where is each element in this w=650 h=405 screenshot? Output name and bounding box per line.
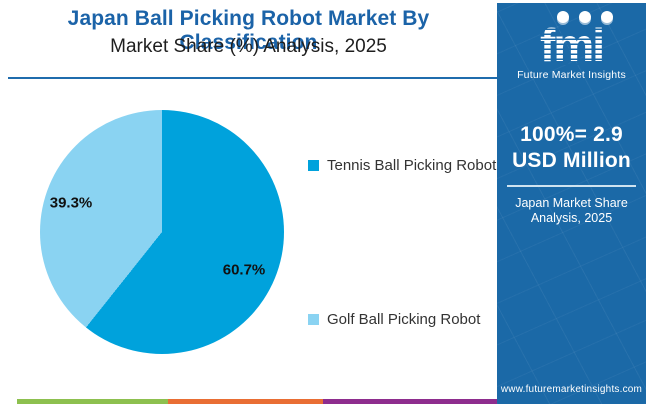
globe-dot-icon [556,11,569,23]
market-note-line1: Japan Market Share [515,196,628,210]
brand-sidebar: fmi Future Market Insights 100%= 2.9 USD… [497,3,646,404]
header-divider [8,77,497,79]
globe-dot-icon [600,11,613,23]
page-subtitle: Market Share (%) Analysis, 2025 [110,36,387,57]
legend-swatch-golf-icon [308,314,319,325]
logo-tagline: Future Market Insights [517,69,626,81]
fmi-wordmark: fmi [540,22,605,68]
pie-slice-label-tennis: 60.7% [222,261,266,279]
pie-slice-label-golf: 39.3% [49,194,93,212]
website-link[interactable]: www.futuremarketinsights.com [500,384,643,395]
fmi-logo: fmi Future Market Insights [497,11,646,81]
globe-dot-icon [578,11,591,23]
stripe-green-segment [17,399,168,404]
stripe-orange-segment [168,399,323,404]
legend-item-golf: Golf Ball Picking Robot [308,311,480,328]
page-title: Japan Ball Picking Robot Market By Class… [67,7,430,54]
legend-label-golf: Golf Ball Picking Robot [327,311,481,328]
market-note-line2: Analysis, 2025 [530,211,613,225]
legend-label-tennis: Tennis Ball Picking Robot [327,157,497,174]
logo-globe-dots [497,11,646,24]
footer-stripe [17,399,497,404]
market-note: Japan Market Share Analysis, 2025 [497,196,646,226]
fmi-wordmark-text: fmi [540,19,605,71]
market-size-stat-line2: USD Million [512,149,631,172]
market-size-stat: 100%= 2.9 USD Million [497,122,646,174]
pie-chart: 39.3% 60.7% [40,110,284,354]
sidebar-divider [507,185,636,187]
stripe-purple-segment [323,399,497,404]
legend-item-tennis: Tennis Ball Picking Robot [308,157,496,174]
legend-swatch-tennis-icon [308,160,319,171]
market-size-stat-line1: 100%= 2.9 [520,123,623,146]
